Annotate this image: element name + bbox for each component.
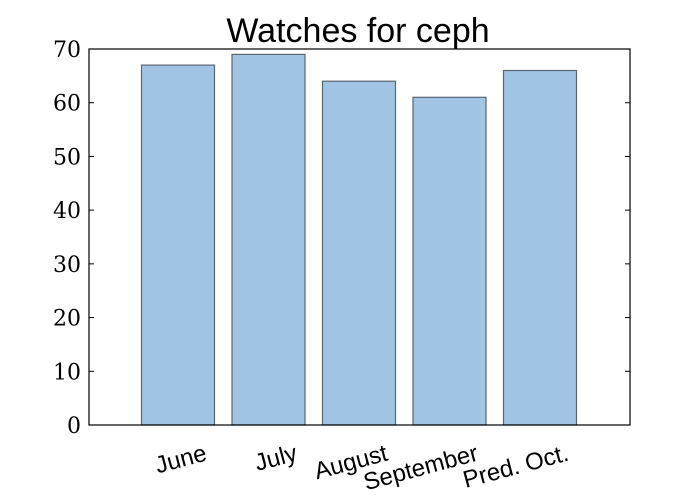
plot-frame (88, 48, 631, 426)
bar-september (412, 96, 487, 426)
x-tick-label-pred-oct: Pred. Oct. (460, 440, 571, 494)
y-tick-label-10: 10 (53, 360, 81, 385)
bar-july (231, 53, 306, 426)
bars-layer (140, 53, 578, 426)
y-tick-label-50: 50 (53, 145, 81, 170)
chart-title: Watches for ceph (226, 12, 489, 50)
x-tick-label-july: July (252, 440, 300, 477)
bar-june (140, 64, 216, 426)
y-tick-label-60: 60 (53, 92, 81, 117)
y-tick-label-40: 40 (53, 199, 81, 224)
y-tick-label-0: 0 (67, 414, 81, 439)
y-tick-label-20: 20 (53, 307, 81, 332)
y-tick-label-70: 70 (53, 38, 81, 63)
y-tick-label-30: 30 (53, 253, 81, 278)
x-tick-label-june: June (152, 440, 209, 480)
y-axis-ticks: 0 10 20 30 40 50 60 70 (53, 38, 630, 439)
bar-august (321, 80, 397, 426)
bar-pred-oct (502, 69, 578, 426)
